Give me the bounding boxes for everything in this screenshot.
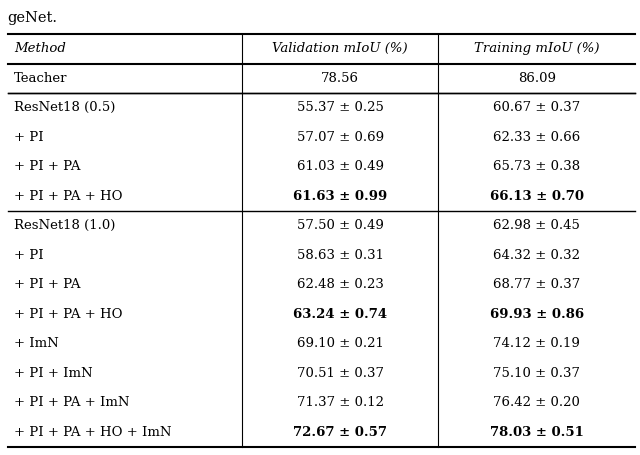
Text: 75.10 ± 0.37: 75.10 ± 0.37 bbox=[493, 367, 580, 379]
Text: + PI + PA + ImN: + PI + PA + ImN bbox=[14, 396, 129, 409]
Text: 61.63 ± 0.99: 61.63 ± 0.99 bbox=[293, 190, 387, 203]
Text: + PI + PA + HO + ImN: + PI + PA + HO + ImN bbox=[14, 425, 172, 439]
Text: ResNet18 (1.0): ResNet18 (1.0) bbox=[14, 219, 115, 232]
Text: Training mIoU (%): Training mIoU (%) bbox=[474, 42, 600, 56]
Text: 65.73 ± 0.38: 65.73 ± 0.38 bbox=[493, 160, 580, 173]
Text: 58.63 ± 0.31: 58.63 ± 0.31 bbox=[297, 249, 383, 262]
Text: 78.56: 78.56 bbox=[321, 72, 359, 85]
Text: 68.77 ± 0.37: 68.77 ± 0.37 bbox=[493, 278, 580, 291]
Text: + PI: + PI bbox=[14, 131, 44, 144]
Text: + PI + ImN: + PI + ImN bbox=[14, 367, 93, 379]
Text: 60.67 ± 0.37: 60.67 ± 0.37 bbox=[493, 101, 580, 114]
Text: + PI + PA + HO: + PI + PA + HO bbox=[14, 308, 123, 321]
Text: 70.51 ± 0.37: 70.51 ± 0.37 bbox=[297, 367, 383, 379]
Text: 57.07 ± 0.69: 57.07 ± 0.69 bbox=[296, 131, 384, 144]
Text: 74.12 ± 0.19: 74.12 ± 0.19 bbox=[493, 337, 580, 350]
Text: 62.33 ± 0.66: 62.33 ± 0.66 bbox=[493, 131, 580, 144]
Text: 66.13 ± 0.70: 66.13 ± 0.70 bbox=[490, 190, 584, 203]
Text: 72.67 ± 0.57: 72.67 ± 0.57 bbox=[293, 425, 387, 439]
Text: 78.03 ± 0.51: 78.03 ± 0.51 bbox=[490, 425, 584, 439]
Text: + PI + PA + HO: + PI + PA + HO bbox=[14, 190, 123, 203]
Text: geNet.: geNet. bbox=[8, 11, 58, 25]
Text: Method: Method bbox=[14, 42, 66, 56]
Text: 86.09: 86.09 bbox=[518, 72, 556, 85]
Text: 57.50 ± 0.49: 57.50 ± 0.49 bbox=[297, 219, 383, 232]
Text: 64.32 ± 0.32: 64.32 ± 0.32 bbox=[493, 249, 580, 262]
Text: Validation mIoU (%): Validation mIoU (%) bbox=[273, 42, 408, 56]
Text: Teacher: Teacher bbox=[14, 72, 68, 85]
Text: 63.24 ± 0.74: 63.24 ± 0.74 bbox=[293, 308, 387, 321]
Text: 62.48 ± 0.23: 62.48 ± 0.23 bbox=[297, 278, 383, 291]
Text: ResNet18 (0.5): ResNet18 (0.5) bbox=[14, 101, 115, 114]
Text: 62.98 ± 0.45: 62.98 ± 0.45 bbox=[493, 219, 580, 232]
Text: 76.42 ± 0.20: 76.42 ± 0.20 bbox=[493, 396, 580, 409]
Text: 69.93 ± 0.86: 69.93 ± 0.86 bbox=[490, 308, 584, 321]
Text: 61.03 ± 0.49: 61.03 ± 0.49 bbox=[297, 160, 383, 173]
Text: + ImN: + ImN bbox=[14, 337, 59, 350]
Text: + PI + PA: + PI + PA bbox=[14, 160, 81, 173]
Text: 71.37 ± 0.12: 71.37 ± 0.12 bbox=[297, 396, 383, 409]
Text: 55.37 ± 0.25: 55.37 ± 0.25 bbox=[297, 101, 383, 114]
Text: 69.10 ± 0.21: 69.10 ± 0.21 bbox=[297, 337, 383, 350]
Text: + PI: + PI bbox=[14, 249, 44, 262]
Text: + PI + PA: + PI + PA bbox=[14, 278, 81, 291]
